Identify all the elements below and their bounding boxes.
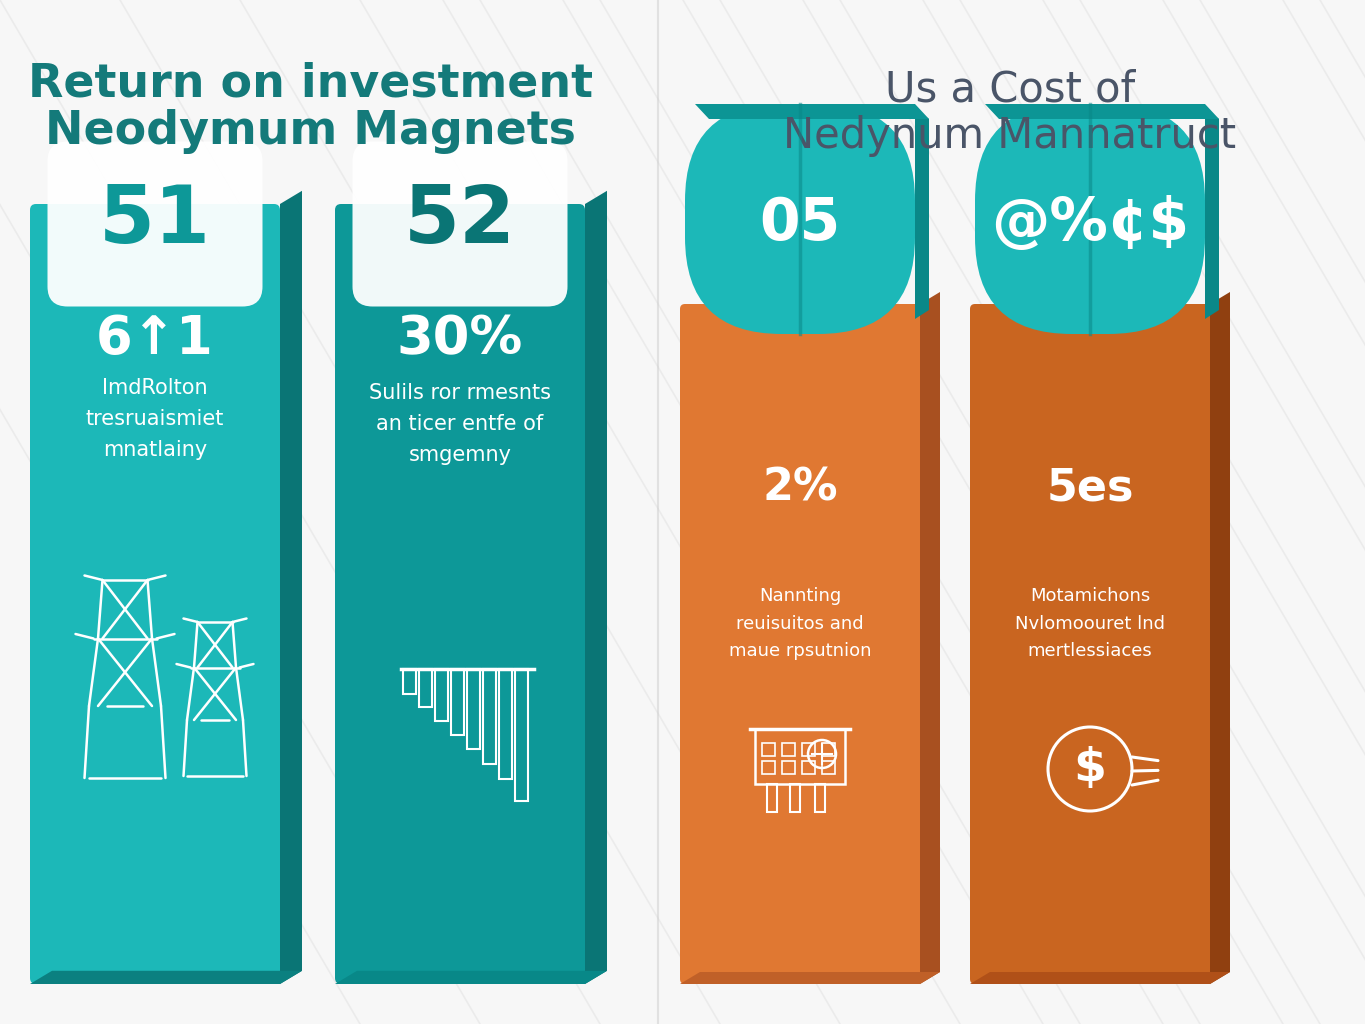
Text: Nedynum Mannatruct: Nedynum Mannatruct: [784, 115, 1237, 157]
FancyBboxPatch shape: [971, 304, 1209, 984]
Polygon shape: [280, 190, 302, 984]
FancyBboxPatch shape: [685, 104, 915, 334]
Bar: [515, 669, 528, 801]
Text: Neodymum Magnets: Neodymum Magnets: [45, 109, 576, 154]
Polygon shape: [920, 292, 940, 984]
FancyBboxPatch shape: [680, 304, 920, 984]
Text: 05: 05: [759, 196, 841, 252]
Bar: [822, 743, 835, 756]
Polygon shape: [334, 971, 607, 984]
Bar: [815, 784, 824, 812]
Text: 52: 52: [404, 182, 516, 260]
FancyBboxPatch shape: [334, 204, 586, 984]
Bar: [803, 743, 815, 756]
Bar: [483, 669, 495, 764]
Text: Nannting
reuisuitos and
maue rpsutnion: Nannting reuisuitos and maue rpsutnion: [729, 587, 871, 660]
Text: $: $: [1073, 746, 1107, 792]
Text: 5es: 5es: [1046, 466, 1134, 509]
Bar: [403, 669, 416, 694]
Polygon shape: [915, 109, 930, 319]
Text: ImdRolton
tresruaismiet
mnatlainy: ImdRolton tresruaismiet mnatlainy: [86, 378, 224, 460]
Bar: [822, 761, 835, 774]
Bar: [500, 669, 512, 779]
Bar: [803, 761, 815, 774]
Text: Return on investment: Return on investment: [27, 61, 592, 106]
Text: 51: 51: [100, 182, 212, 260]
Polygon shape: [680, 972, 940, 984]
Bar: [450, 669, 464, 735]
FancyBboxPatch shape: [352, 141, 568, 306]
Polygon shape: [586, 190, 607, 984]
Polygon shape: [1209, 292, 1230, 984]
Polygon shape: [1205, 109, 1219, 319]
Bar: [435, 669, 448, 721]
Polygon shape: [30, 971, 302, 984]
Bar: [782, 761, 794, 774]
Bar: [762, 761, 775, 774]
Text: @%¢$: @%¢$: [991, 196, 1189, 252]
Text: 2%: 2%: [762, 466, 838, 509]
Bar: [782, 743, 794, 756]
FancyBboxPatch shape: [30, 204, 280, 984]
Bar: [762, 743, 775, 756]
Text: 30%: 30%: [397, 313, 523, 365]
Text: Sulils ror rmesnts
an ticer entfe of
smgemny: Sulils ror rmesnts an ticer entfe of smg…: [369, 383, 551, 465]
Bar: [467, 669, 480, 749]
Bar: [755, 729, 845, 784]
Text: Us a Cost of: Us a Cost of: [885, 68, 1136, 110]
Text: Motamichons
Nvlomoouret lnd
mertlessiaces: Motamichons Nvlomoouret lnd mertlessiace…: [1016, 587, 1164, 660]
Bar: [790, 784, 800, 812]
Bar: [419, 669, 431, 707]
FancyBboxPatch shape: [48, 141, 262, 306]
FancyBboxPatch shape: [975, 104, 1205, 334]
Bar: [767, 784, 777, 812]
Text: 6↑1: 6↑1: [96, 313, 214, 365]
Polygon shape: [971, 972, 1230, 984]
Polygon shape: [695, 104, 930, 119]
Polygon shape: [986, 104, 1219, 119]
